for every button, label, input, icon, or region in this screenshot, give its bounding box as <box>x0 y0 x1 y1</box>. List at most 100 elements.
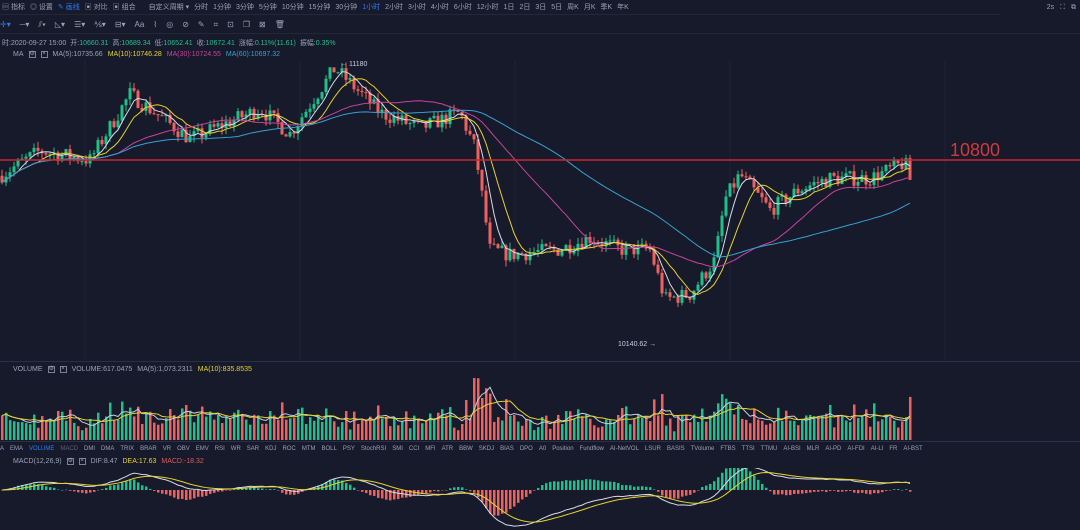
tab-ai-bst[interactable]: AI-BST <box>903 446 923 452</box>
tab-tvolume[interactable]: TVolume <box>690 446 715 452</box>
period-15[interactable]: 3日 <box>535 4 547 11</box>
candlestick-chart[interactable] <box>0 60 1080 360</box>
period-8[interactable]: 2小时 <box>385 4 404 11</box>
period-17[interactable]: 周K <box>567 4 579 11</box>
popout-icon[interactable]: ⧉ <box>1071 3 1076 11</box>
ruler-icon[interactable]: ⊘ <box>182 20 189 29</box>
period-19[interactable]: 季K <box>600 4 613 11</box>
toolbar-button-3[interactable]: ▣ 对比 <box>85 2 108 12</box>
tab-atr[interactable]: ATR <box>441 446 454 452</box>
tab-dmi[interactable]: DMI <box>84 446 96 452</box>
tab-bbw[interactable]: BBW <box>459 446 473 452</box>
period-11[interactable]: 6小时 <box>453 4 472 11</box>
horizontal-line-icon[interactable]: ─▾ <box>19 20 30 29</box>
tab-wr[interactable]: WR <box>230 446 241 452</box>
parallel-lines-icon[interactable]: ☰▾ <box>74 20 86 29</box>
tab-boll[interactable]: BOLL <box>321 446 337 452</box>
settings-icon[interactable]: ⚙ <box>28 50 36 58</box>
period-3[interactable]: 5分钟 <box>258 4 277 11</box>
period-20[interactable]: 年K <box>617 4 629 11</box>
tab-macd[interactable]: MACD <box>60 446 79 452</box>
tab-sar[interactable]: SAR <box>246 446 260 452</box>
custom-period-dropdown[interactable]: 自定义周期 ▾ <box>149 2 189 12</box>
period-2[interactable]: 3分钟 <box>236 4 254 11</box>
lock-icon[interactable]: ⊡ <box>227 20 234 29</box>
tab-a0[interactable]: A0 <box>538 446 547 452</box>
text-icon[interactable]: ⌇ <box>153 20 158 29</box>
tab-obv[interactable]: OBV <box>177 446 190 452</box>
tab-rsi[interactable]: RSI <box>214 446 225 452</box>
text-tool-button[interactable]: Aa <box>134 20 145 29</box>
period-5[interactable]: 15分钟 <box>308 4 331 11</box>
tab-mlr[interactable]: MLR <box>806 446 820 452</box>
period-10[interactable]: 4小时 <box>430 4 449 11</box>
fullscreen-icon[interactable]: ⛶ <box>1060 3 1065 11</box>
settings-icon[interactable]: ⚙ <box>47 365 55 373</box>
fib-icon[interactable]: ⅍▾ <box>94 20 106 29</box>
tab-ttsi[interactable]: TTSI <box>741 446 755 452</box>
period-18[interactable]: 月K <box>583 4 596 11</box>
tab-smi[interactable]: SMI <box>392 446 403 452</box>
tab-cci[interactable]: CCI <box>408 446 420 452</box>
tab-position[interactable]: Position <box>552 446 574 452</box>
tab-ftbs[interactable]: FTBS <box>720 446 736 452</box>
macd-chart[interactable] <box>0 468 1080 530</box>
volume-chart[interactable] <box>0 374 1080 440</box>
tab-ema[interactable]: EMA <box>10 446 24 452</box>
tab-ttmu[interactable]: TTMU <box>760 446 778 452</box>
tab-trix[interactable]: TRIX <box>120 446 135 452</box>
period-1[interactable]: 1分钟 <box>213 4 231 11</box>
period-13[interactable]: 1日 <box>503 4 515 11</box>
tab-fr[interactable]: FR <box>889 446 898 452</box>
tab-ai-pd[interactable]: AI-PD <box>825 446 842 452</box>
tab-bias[interactable]: BIAS <box>500 446 514 452</box>
magnet-icon[interactable]: ⌗ <box>213 19 219 29</box>
tab-a[interactable]: A <box>0 446 5 452</box>
toolbar-button-4[interactable]: ▣ 组合 <box>113 2 136 12</box>
tab-ai-netvol[interactable]: AI-NetVOL <box>609 446 639 452</box>
delete-icon[interactable]: 🗑 <box>274 20 285 29</box>
copy-icon[interactable]: ❐ <box>242 20 251 29</box>
tab-skdj[interactable]: SKDJ <box>478 446 495 452</box>
tab-ai-fdi[interactable]: AI-FDI <box>847 446 865 452</box>
tab-fundflow[interactable]: Fundflow <box>579 446 604 452</box>
trend-line-icon[interactable]: ⫽▾ <box>38 19 46 29</box>
tab-emv[interactable]: EMV <box>195 446 209 452</box>
tab-lsur[interactable]: LSUR <box>644 446 661 452</box>
tab-dpo[interactable]: DPO <box>519 446 533 452</box>
tab-ai-li[interactable]: AI-LI <box>870 446 884 452</box>
toolbar-button-2[interactable]: ✎ 画线 <box>58 2 80 12</box>
tab-brar[interactable]: BRAR <box>140 446 157 452</box>
tab-kdj[interactable]: KDJ <box>265 446 277 452</box>
tab-roc[interactable]: ROC <box>282 446 296 452</box>
period-12[interactable]: 12小时 <box>476 4 499 11</box>
crosshair-icon[interactable]: ✛▾ <box>0 20 11 29</box>
settings-icon[interactable]: ⚙ <box>66 457 74 465</box>
period-14[interactable]: 2日 <box>519 4 531 11</box>
toolbar-button-0[interactable]: ▤ 指标 <box>2 2 25 12</box>
tab-mtm[interactable]: MTM <box>301 446 316 452</box>
toolbar-button-1[interactable]: ◎ 设置 <box>30 2 53 12</box>
period-6[interactable]: 30分钟 <box>335 4 358 11</box>
period-9[interactable]: 3小时 <box>408 4 426 11</box>
close-icon[interactable]: × <box>40 50 48 58</box>
tab-dma[interactable]: DMA <box>101 446 115 452</box>
hide-icon[interactable]: ⊠ <box>259 20 266 29</box>
measure-icon[interactable]: ⊟▾ <box>114 20 126 29</box>
pen-icon[interactable]: ✎ <box>197 20 205 29</box>
tab-stochrsi[interactable]: StochRSI <box>360 446 387 452</box>
tab-mfi[interactable]: MFI <box>425 446 436 452</box>
period-7[interactable]: 1小时 <box>362 4 381 11</box>
period-16[interactable]: 5日 <box>551 4 563 11</box>
brush-icon[interactable]: ◎ <box>166 20 174 29</box>
triangle-icon[interactable]: ◺▾ <box>54 20 66 29</box>
period-0[interactable]: 分时 <box>194 4 209 11</box>
period-4[interactable]: 10分钟 <box>281 4 304 11</box>
close-icon[interactable]: × <box>78 457 86 465</box>
refresh-rate[interactable]: 2s <box>1046 4 1055 11</box>
tab-volume[interactable]: VOLUME <box>29 446 55 452</box>
close-icon[interactable]: × <box>59 365 67 373</box>
tab-ai-bsi[interactable]: AI-BSI <box>783 446 801 452</box>
tab-basis[interactable]: BASIS <box>666 446 685 452</box>
tab-psy[interactable]: PSY <box>342 446 355 452</box>
